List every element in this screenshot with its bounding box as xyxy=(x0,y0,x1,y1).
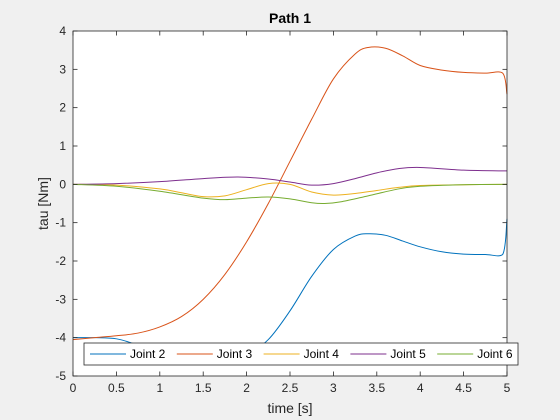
axes-box xyxy=(72,30,508,377)
x-tick-label: 2.5 xyxy=(282,381,299,395)
x-tick-label: 1.5 xyxy=(195,381,212,395)
x-tick-label: 0.5 xyxy=(108,381,125,395)
series-line-joint-5 xyxy=(72,166,508,186)
y-tick-label: -5 xyxy=(55,369,66,383)
plot-area xyxy=(73,31,507,376)
x-tick-label: 2 xyxy=(243,381,250,395)
y-tick-label: 1 xyxy=(59,139,66,153)
x-tick-label: 4.5 xyxy=(455,381,472,395)
tick-layer: 0 0.5 1 1.5 2 2.5 3 3.5 4 4.5 5 -5 -4 -3 -2 -1 0 1 2 3 4 xyxy=(55,24,510,395)
x-tick-label: 3.5 xyxy=(368,381,385,395)
y-tick-label: -3 xyxy=(55,292,66,306)
y-tick-label: 2 xyxy=(59,101,66,115)
legend: Joint 2 Joint 3 Joint 4 Joint 5 Joint 6 xyxy=(83,342,519,366)
x-axis-label: time [s] xyxy=(267,400,312,416)
series-line-joint-4 xyxy=(72,182,508,198)
x-tick-label: 0 xyxy=(70,381,77,395)
y-tick-label: 4 xyxy=(59,24,66,38)
y-tick-label: -1 xyxy=(55,216,66,230)
legend-label: Joint 2 xyxy=(130,347,166,361)
legend-box xyxy=(83,342,519,366)
series-line-joint-3 xyxy=(72,46,508,341)
y-tick-label: -2 xyxy=(55,254,66,268)
y-axis-label: tau [Nm] xyxy=(35,177,51,230)
x-tick-label: 1 xyxy=(156,381,163,395)
y-tick-label: 3 xyxy=(59,62,66,76)
y-tick-label: 0 xyxy=(59,177,66,191)
series-layer xyxy=(72,46,508,365)
legend-label: Joint 3 xyxy=(217,347,253,361)
x-tick-label: 4 xyxy=(417,381,424,395)
legend-label: Joint 4 xyxy=(304,347,340,361)
x-tick-label: 5 xyxy=(504,381,511,395)
chart-title: Path 1 xyxy=(269,10,311,26)
legend-label: Joint 5 xyxy=(390,347,426,361)
x-tick-label: 3 xyxy=(330,381,337,395)
y-tick-label: -4 xyxy=(55,331,66,345)
legend-label: Joint 6 xyxy=(477,347,513,361)
series-line-joint-6 xyxy=(72,183,508,205)
